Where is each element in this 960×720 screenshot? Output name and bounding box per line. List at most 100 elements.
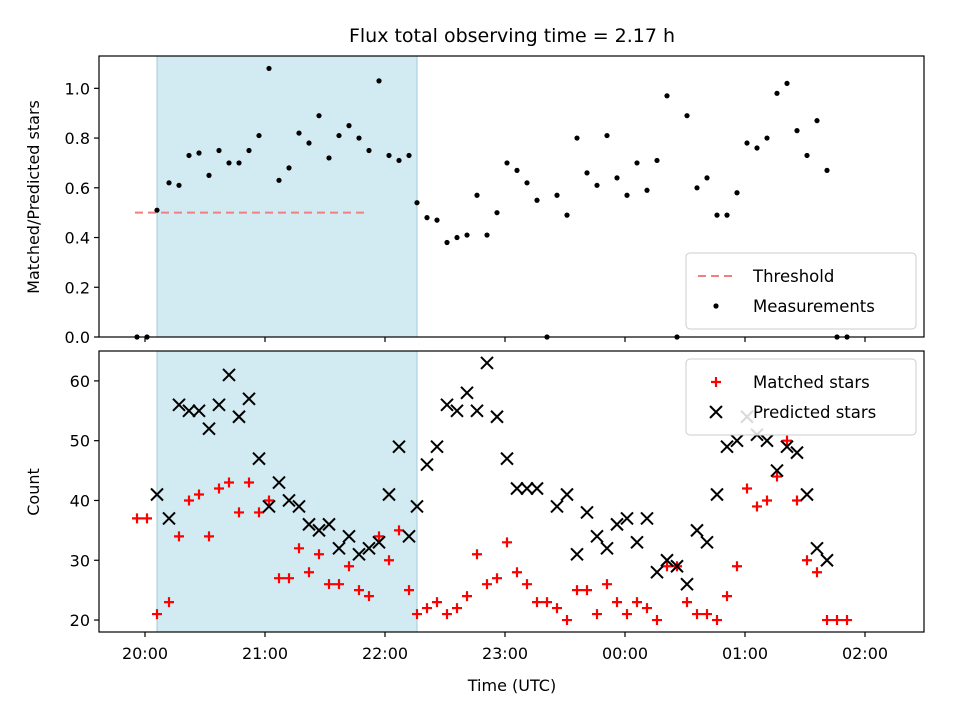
observing-window-band [157,351,417,632]
predicted-stars-point [760,433,774,448]
matched-stars-point [244,477,254,488]
matched-stars-point [164,597,174,608]
matched-stars-point [264,495,274,506]
matched-stars-point [732,561,742,572]
predicted-stars-point [292,499,306,514]
measurement-point [166,180,172,186]
predicted-stars-point [780,439,794,454]
measurement-point [276,177,282,183]
measurement-point [654,157,660,164]
matched-stars-point [662,561,672,572]
predicted-stars-point [680,577,694,591]
matched-stars-point [622,609,632,620]
measurement-point [514,167,520,173]
matched-stars-point [712,615,722,626]
measurement-point [356,135,362,141]
y-tick-label: 0.6 [65,179,90,198]
measurement-point [824,167,830,173]
predicted-stars-point [480,356,494,370]
measurement-point [634,160,640,166]
measurement-point [366,147,372,154]
matched-stars-point [632,597,642,608]
matched-stars-point [432,597,442,608]
matched-stars-point [562,615,572,626]
predicted-stars-point [820,553,834,567]
predicted-stars-point [282,493,296,508]
predicted-stars-point [720,439,734,454]
measurement-point [584,170,590,176]
predicted-stars-point [710,487,724,502]
measurement-point [196,150,202,156]
predicted-stars-point [182,404,196,418]
measurement-point [386,152,392,159]
measurement-point [744,140,750,146]
measurement-point [704,175,710,181]
legend-label: Measurements [753,297,875,316]
legend-label: Predicted stars [753,403,876,422]
axes-frame [98,55,925,338]
measurement-point [216,147,222,154]
measurement-point [594,182,600,188]
predicted-stars-point [560,487,574,502]
matched-stars-point [722,591,732,602]
measurement-point [236,160,242,166]
measurement-point [564,212,570,218]
measurement-point [256,132,262,139]
matched-stars-point [334,579,344,590]
matched-stars-point [194,489,204,500]
measurement-point [684,113,690,119]
matched-stars-point [572,585,582,596]
matched-stars-point [314,549,324,560]
x-tick-label: 02:00 [842,644,888,663]
matched-stars-point [642,603,652,614]
matched-stars-point [304,567,314,578]
predicted-stars-point [172,398,186,412]
matched-stars-point [234,507,244,518]
predicted-stars-point [202,422,216,436]
predicted-stars-point [272,475,286,490]
measurement-point [226,160,232,166]
matched-stars-point [832,615,842,626]
matched-stars-point [502,537,512,548]
predicted-stars-point [520,481,534,496]
matched-stars-point [274,573,284,584]
y-tick-label: 50 [70,432,90,451]
measurement-point [336,132,342,139]
measurement-point [504,160,510,166]
legend: Threshold Measurements [685,252,917,330]
legend-matched-swatch [711,377,721,387]
predicted-stars-point [730,433,744,448]
matched-stars-point [214,483,224,494]
predicted-stars-point [490,410,504,424]
predicted-stars-point [352,547,366,561]
matched-stars-point [782,435,792,446]
predicted-stars-point [440,398,454,412]
measurement-point [554,192,560,198]
observing-window-band [157,56,417,337]
matched-stars-point [442,609,452,620]
measurement-point [424,215,430,221]
predicted-stars-point [800,487,814,502]
matched-stars-point [582,585,592,596]
predicted-stars-point [790,445,804,460]
measurement-point [764,135,770,141]
matched-stars-point [284,573,294,584]
measurement-point [604,132,610,139]
predicted-stars-point [640,511,654,526]
predicted-stars-point [222,368,236,382]
matched-stars-point [184,495,194,506]
predicted-stars-point [500,451,514,466]
y-tick-label: 1.0 [65,79,90,98]
measurement-point [286,165,292,171]
predicted-stars-point [392,439,406,454]
matched-stars-point [462,591,472,602]
measurement-point [396,157,402,164]
matched-stars-point [762,495,772,506]
matched-stars-point [532,597,542,608]
measurement-point [306,140,312,146]
matched-stars-point [792,495,802,506]
predicted-stars-point [162,511,176,526]
legend-box [685,252,917,330]
matched-stars-point [612,597,622,608]
predicted-stars-point [670,559,684,573]
